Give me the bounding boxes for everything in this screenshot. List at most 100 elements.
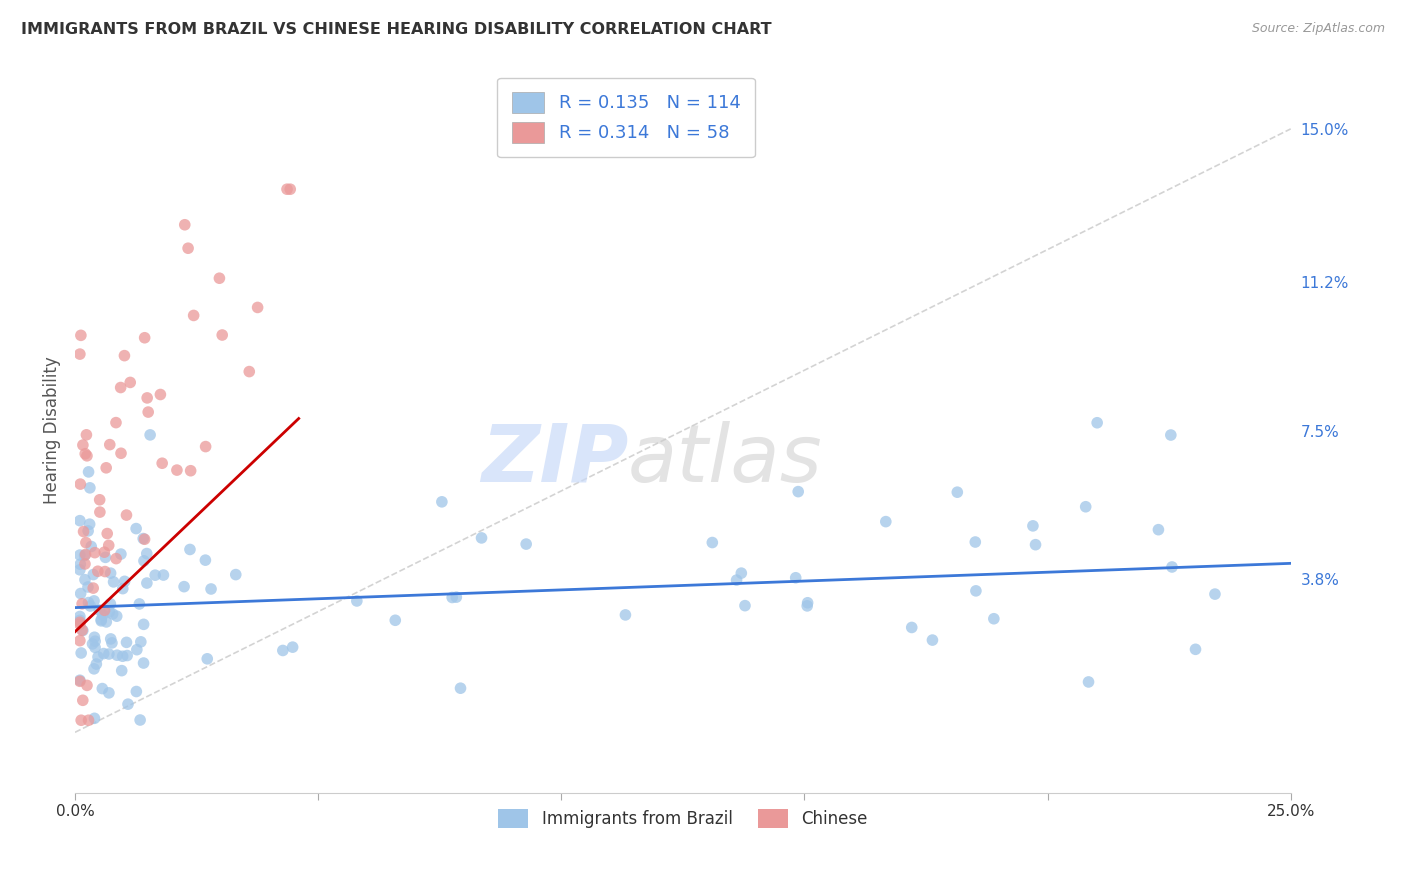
Point	[1025, 538, 1047, 552]
Point	[105, 648, 128, 663]
Point	[69, 674, 91, 689]
Point	[120, 376, 142, 390]
Point	[94, 550, 117, 565]
Point	[77, 465, 100, 479]
Point	[96, 460, 118, 475]
Point	[77, 596, 100, 610]
Point	[83, 662, 105, 676]
Point	[430, 495, 453, 509]
Point	[1147, 523, 1170, 537]
Point	[1085, 416, 1108, 430]
Point	[69, 613, 91, 627]
Point	[1204, 587, 1226, 601]
Point	[82, 567, 104, 582]
Point	[80, 540, 103, 554]
Point	[135, 547, 157, 561]
Point	[96, 526, 118, 541]
Point	[87, 649, 110, 664]
Point	[177, 241, 200, 255]
Point	[183, 309, 205, 323]
Point	[194, 440, 217, 454]
Point	[100, 566, 122, 581]
Point	[97, 647, 120, 661]
Point	[946, 485, 969, 500]
Point	[965, 535, 987, 549]
Point	[450, 681, 472, 696]
Point	[73, 549, 96, 563]
Point	[441, 591, 464, 605]
Point	[278, 182, 301, 196]
Point	[97, 686, 120, 700]
Point	[93, 603, 115, 617]
Point	[446, 590, 468, 604]
Point	[1077, 675, 1099, 690]
Point	[346, 594, 368, 608]
Point	[132, 532, 155, 546]
Point	[143, 568, 166, 582]
Point	[76, 449, 98, 463]
Point	[200, 582, 222, 596]
Point	[1074, 500, 1097, 514]
Point	[173, 580, 195, 594]
Point	[70, 713, 93, 727]
Point	[72, 693, 94, 707]
Point	[110, 547, 132, 561]
Point	[115, 648, 138, 663]
Point	[75, 447, 97, 461]
Point	[132, 617, 155, 632]
Point	[91, 681, 114, 696]
Point	[211, 328, 233, 343]
Point	[94, 565, 117, 579]
Point	[69, 347, 91, 361]
Point	[129, 713, 152, 727]
Point	[125, 522, 148, 536]
Point	[69, 563, 91, 577]
Point	[100, 597, 122, 611]
Point	[89, 492, 111, 507]
Y-axis label: Hearing Disability: Hearing Disability	[44, 357, 60, 505]
Point	[276, 182, 298, 196]
Point	[77, 580, 100, 594]
Point	[134, 533, 156, 547]
Point	[70, 597, 93, 611]
Legend: Immigrants from Brazil, Chinese: Immigrants from Brazil, Chinese	[492, 803, 875, 835]
Point	[101, 636, 124, 650]
Point	[70, 624, 93, 638]
Point	[195, 652, 218, 666]
Point	[139, 428, 162, 442]
Point	[69, 477, 91, 491]
Point	[69, 633, 91, 648]
Point	[82, 637, 104, 651]
Point	[132, 656, 155, 670]
Point	[69, 615, 91, 630]
Point	[75, 427, 97, 442]
Point	[384, 613, 406, 627]
Point	[111, 582, 134, 596]
Point	[173, 218, 195, 232]
Point	[90, 613, 112, 627]
Point	[725, 573, 748, 587]
Point	[114, 349, 136, 363]
Point	[93, 545, 115, 559]
Point	[730, 566, 752, 581]
Point	[125, 642, 148, 657]
Point	[69, 586, 91, 600]
Point	[114, 574, 136, 589]
Point	[69, 548, 91, 562]
Point	[515, 537, 537, 551]
Point	[105, 551, 128, 566]
Point	[97, 538, 120, 552]
Point	[702, 535, 724, 549]
Point	[93, 647, 115, 661]
Point	[69, 514, 91, 528]
Point	[73, 557, 96, 571]
Point	[246, 301, 269, 315]
Point	[84, 634, 107, 648]
Point	[115, 635, 138, 649]
Point	[152, 568, 174, 582]
Point	[785, 571, 807, 585]
Point	[69, 558, 91, 572]
Point	[90, 614, 112, 628]
Point	[76, 678, 98, 692]
Point	[111, 664, 134, 678]
